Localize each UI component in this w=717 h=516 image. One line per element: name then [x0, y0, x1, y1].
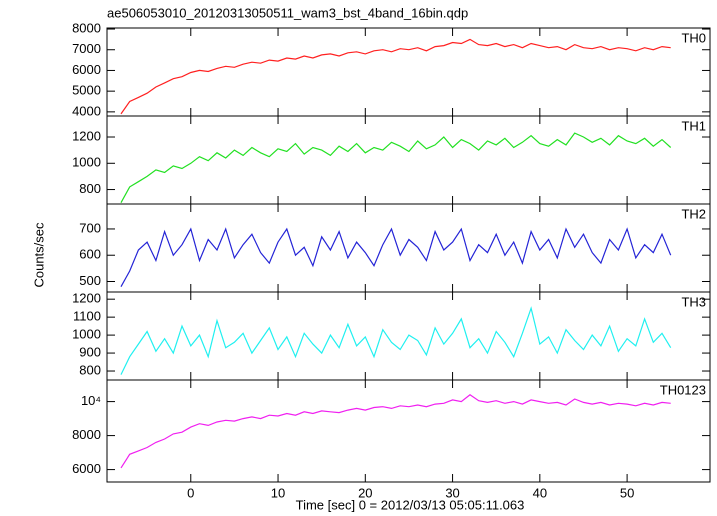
light-curve	[120, 306, 672, 375]
y-tick-label: 800	[79, 181, 101, 196]
y-tick-label: 600	[79, 247, 101, 262]
y-tick-label: 1100	[73, 309, 101, 324]
x-tick-label: 20	[358, 485, 372, 500]
panel-label: TH2	[681, 206, 706, 221]
y-tick-label: 900	[79, 344, 101, 359]
y-tick-label: 10⁴	[81, 393, 101, 408]
panel-label: TH3	[681, 294, 706, 309]
light-curve	[120, 132, 672, 203]
y-tick-label: 4000	[72, 103, 101, 118]
panel-frame	[106, 379, 711, 483]
panel-frame	[106, 27, 711, 117]
panel-label: TH0123	[660, 382, 706, 397]
x-tick-label: 40	[533, 485, 547, 500]
y-tick-label: 1000	[72, 327, 101, 342]
x-tick-label: 30	[445, 485, 459, 500]
y-tick-label: 1000	[72, 155, 101, 170]
x-axis-label: Time [sec] 0 = 2012/03/13 05:05:11.063	[296, 497, 525, 512]
y-tick-label: 5000	[72, 83, 101, 98]
y-tick-label: 1200	[72, 291, 101, 306]
y-tick-label: 8000	[72, 20, 101, 35]
chart-title: ae506053010_20120313050511_wam3_bst_4ban…	[107, 5, 468, 20]
light-curve	[120, 227, 672, 287]
y-tick-label: 800	[79, 362, 101, 377]
y-tick-label: 700	[79, 220, 101, 235]
y-tick-label: 500	[79, 273, 101, 288]
y-axis-label: Counts/sec	[31, 222, 46, 288]
y-tick-label: 7000	[72, 41, 101, 56]
x-tick-label: 50	[620, 485, 634, 500]
light-curve	[120, 38, 671, 115]
x-tick-label: 0	[187, 485, 194, 500]
y-tick-label: 6000	[72, 62, 101, 77]
light-curve	[120, 394, 671, 469]
x-tick-label: 10	[271, 485, 285, 500]
y-tick-label: 6000	[72, 461, 101, 476]
panel-label: TH1	[681, 118, 706, 133]
panel-frame	[106, 115, 711, 205]
y-tick-label: 8000	[72, 427, 101, 442]
panel-label: TH0	[681, 30, 706, 45]
y-tick-label: 1200	[72, 128, 101, 143]
